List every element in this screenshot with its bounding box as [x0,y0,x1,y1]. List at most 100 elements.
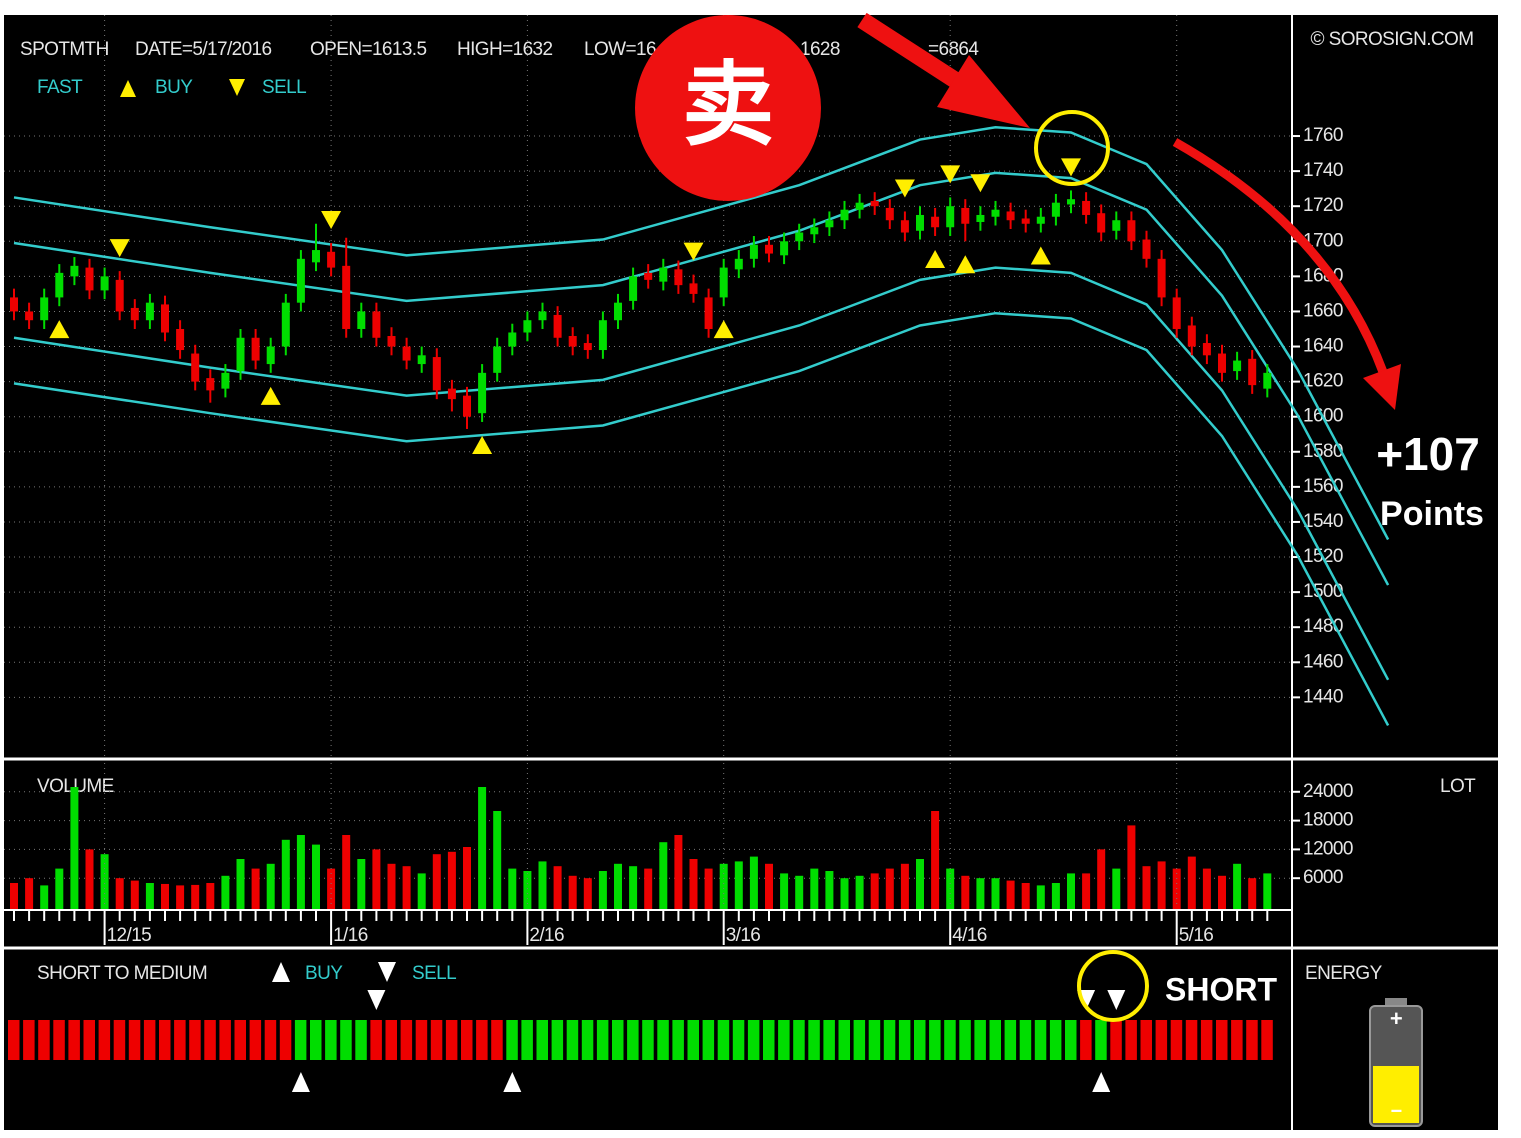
candle-body [417,355,426,365]
sell-signal [1061,158,1081,177]
candle-body [55,272,64,298]
candle-body [1067,199,1075,205]
candle-body [387,336,396,347]
candle-body [855,202,864,210]
signal-state [657,1020,670,1060]
candle-body [1172,297,1181,329]
candle-body [342,265,351,329]
signal-state [400,1020,413,1060]
volume-bar [916,859,924,909]
signal-state [627,1020,640,1060]
volume-bar [85,849,94,909]
volume-bar [447,851,456,909]
buy-signal [925,250,946,269]
volume-bar [296,835,305,909]
candle-body [598,320,607,351]
volume-bar [900,863,909,909]
volume-bar [870,873,879,909]
candle-body [10,297,18,312]
y-tick-label: 1440 [1303,686,1343,707]
volume-bar [931,811,940,909]
arrow [857,12,963,90]
signal-state [491,1020,504,1060]
candle-body [1127,220,1136,242]
signal-state [596,1020,609,1060]
signal-state [1200,1020,1213,1060]
signal-state [143,1020,156,1060]
signal-state [1110,1020,1123,1060]
candle-body [1112,220,1121,231]
volume-bar [1187,856,1196,909]
candle-body [1082,200,1091,215]
annotations: 卖 +107 Points SHORT [635,12,1484,1022]
volume-bar [493,811,502,909]
candle-body [372,311,381,338]
signal-state [642,1020,655,1060]
candle-body [1021,218,1030,224]
candle-body [719,267,728,298]
band-line [13,126,1390,541]
candle-body [206,378,215,391]
volume-bar [176,885,185,909]
volume-bar [1021,883,1030,909]
candle-body [463,395,471,417]
candle-body [191,353,200,382]
volume-bar [221,875,230,909]
volume-bar [1157,861,1166,909]
volume-unit: LOT [1440,776,1476,797]
candle-body [447,388,456,400]
strip-sell-signal [367,990,386,1010]
candle-body [583,343,592,351]
x-tick-label: 1/16 [333,925,368,946]
volume-bar [1218,875,1226,909]
signal-state [189,1020,202,1060]
volume-bar [795,875,804,909]
volume-bar [417,873,426,909]
signal-state [612,1020,624,1060]
candle-body [251,337,260,361]
candle-body [130,307,139,321]
volume-bar [749,856,758,909]
candle-body [946,206,955,228]
candle-body [614,302,622,321]
signal-state [929,1020,942,1060]
svg-text:−: − [1390,1100,1401,1122]
volume-bar [10,883,18,909]
candle-body [674,269,683,286]
signal-state [128,1020,141,1060]
volume-bar [1036,885,1045,909]
sell-signal [940,165,961,184]
candle-body [780,241,789,256]
volume-bar [402,866,411,909]
volume-bar [765,863,773,909]
signal-state [763,1020,775,1060]
volume-bar [598,871,607,909]
candle-body [432,357,441,391]
volume-bar [145,883,154,909]
volume-bar [236,859,245,909]
legend-sell: SELL [412,963,456,984]
signal-state [204,1020,217,1060]
band-line [13,311,1390,727]
volume-bar [1127,825,1136,909]
signal-state [778,1020,791,1060]
y-tick-label: 1460 [1303,651,1343,672]
signal-state [1231,1020,1244,1060]
y-tick-label: 1760 [1303,125,1343,146]
candle-body [538,311,547,321]
signal-state [1004,1020,1017,1060]
candle-body [976,214,985,222]
header-item: 1628 [800,39,840,60]
candle-body [553,314,562,338]
buy-signal [713,320,734,339]
battery-icon: + − [1369,998,1423,1127]
buy-signal [472,435,493,454]
signal-state [310,1020,322,1060]
volume-bar [614,863,622,909]
volume-bar [70,787,79,909]
volume-bar [991,878,1000,909]
signal-state [823,1020,836,1060]
candle-body [266,346,275,365]
signal-state [249,1020,262,1060]
signal-state [53,1020,66,1060]
